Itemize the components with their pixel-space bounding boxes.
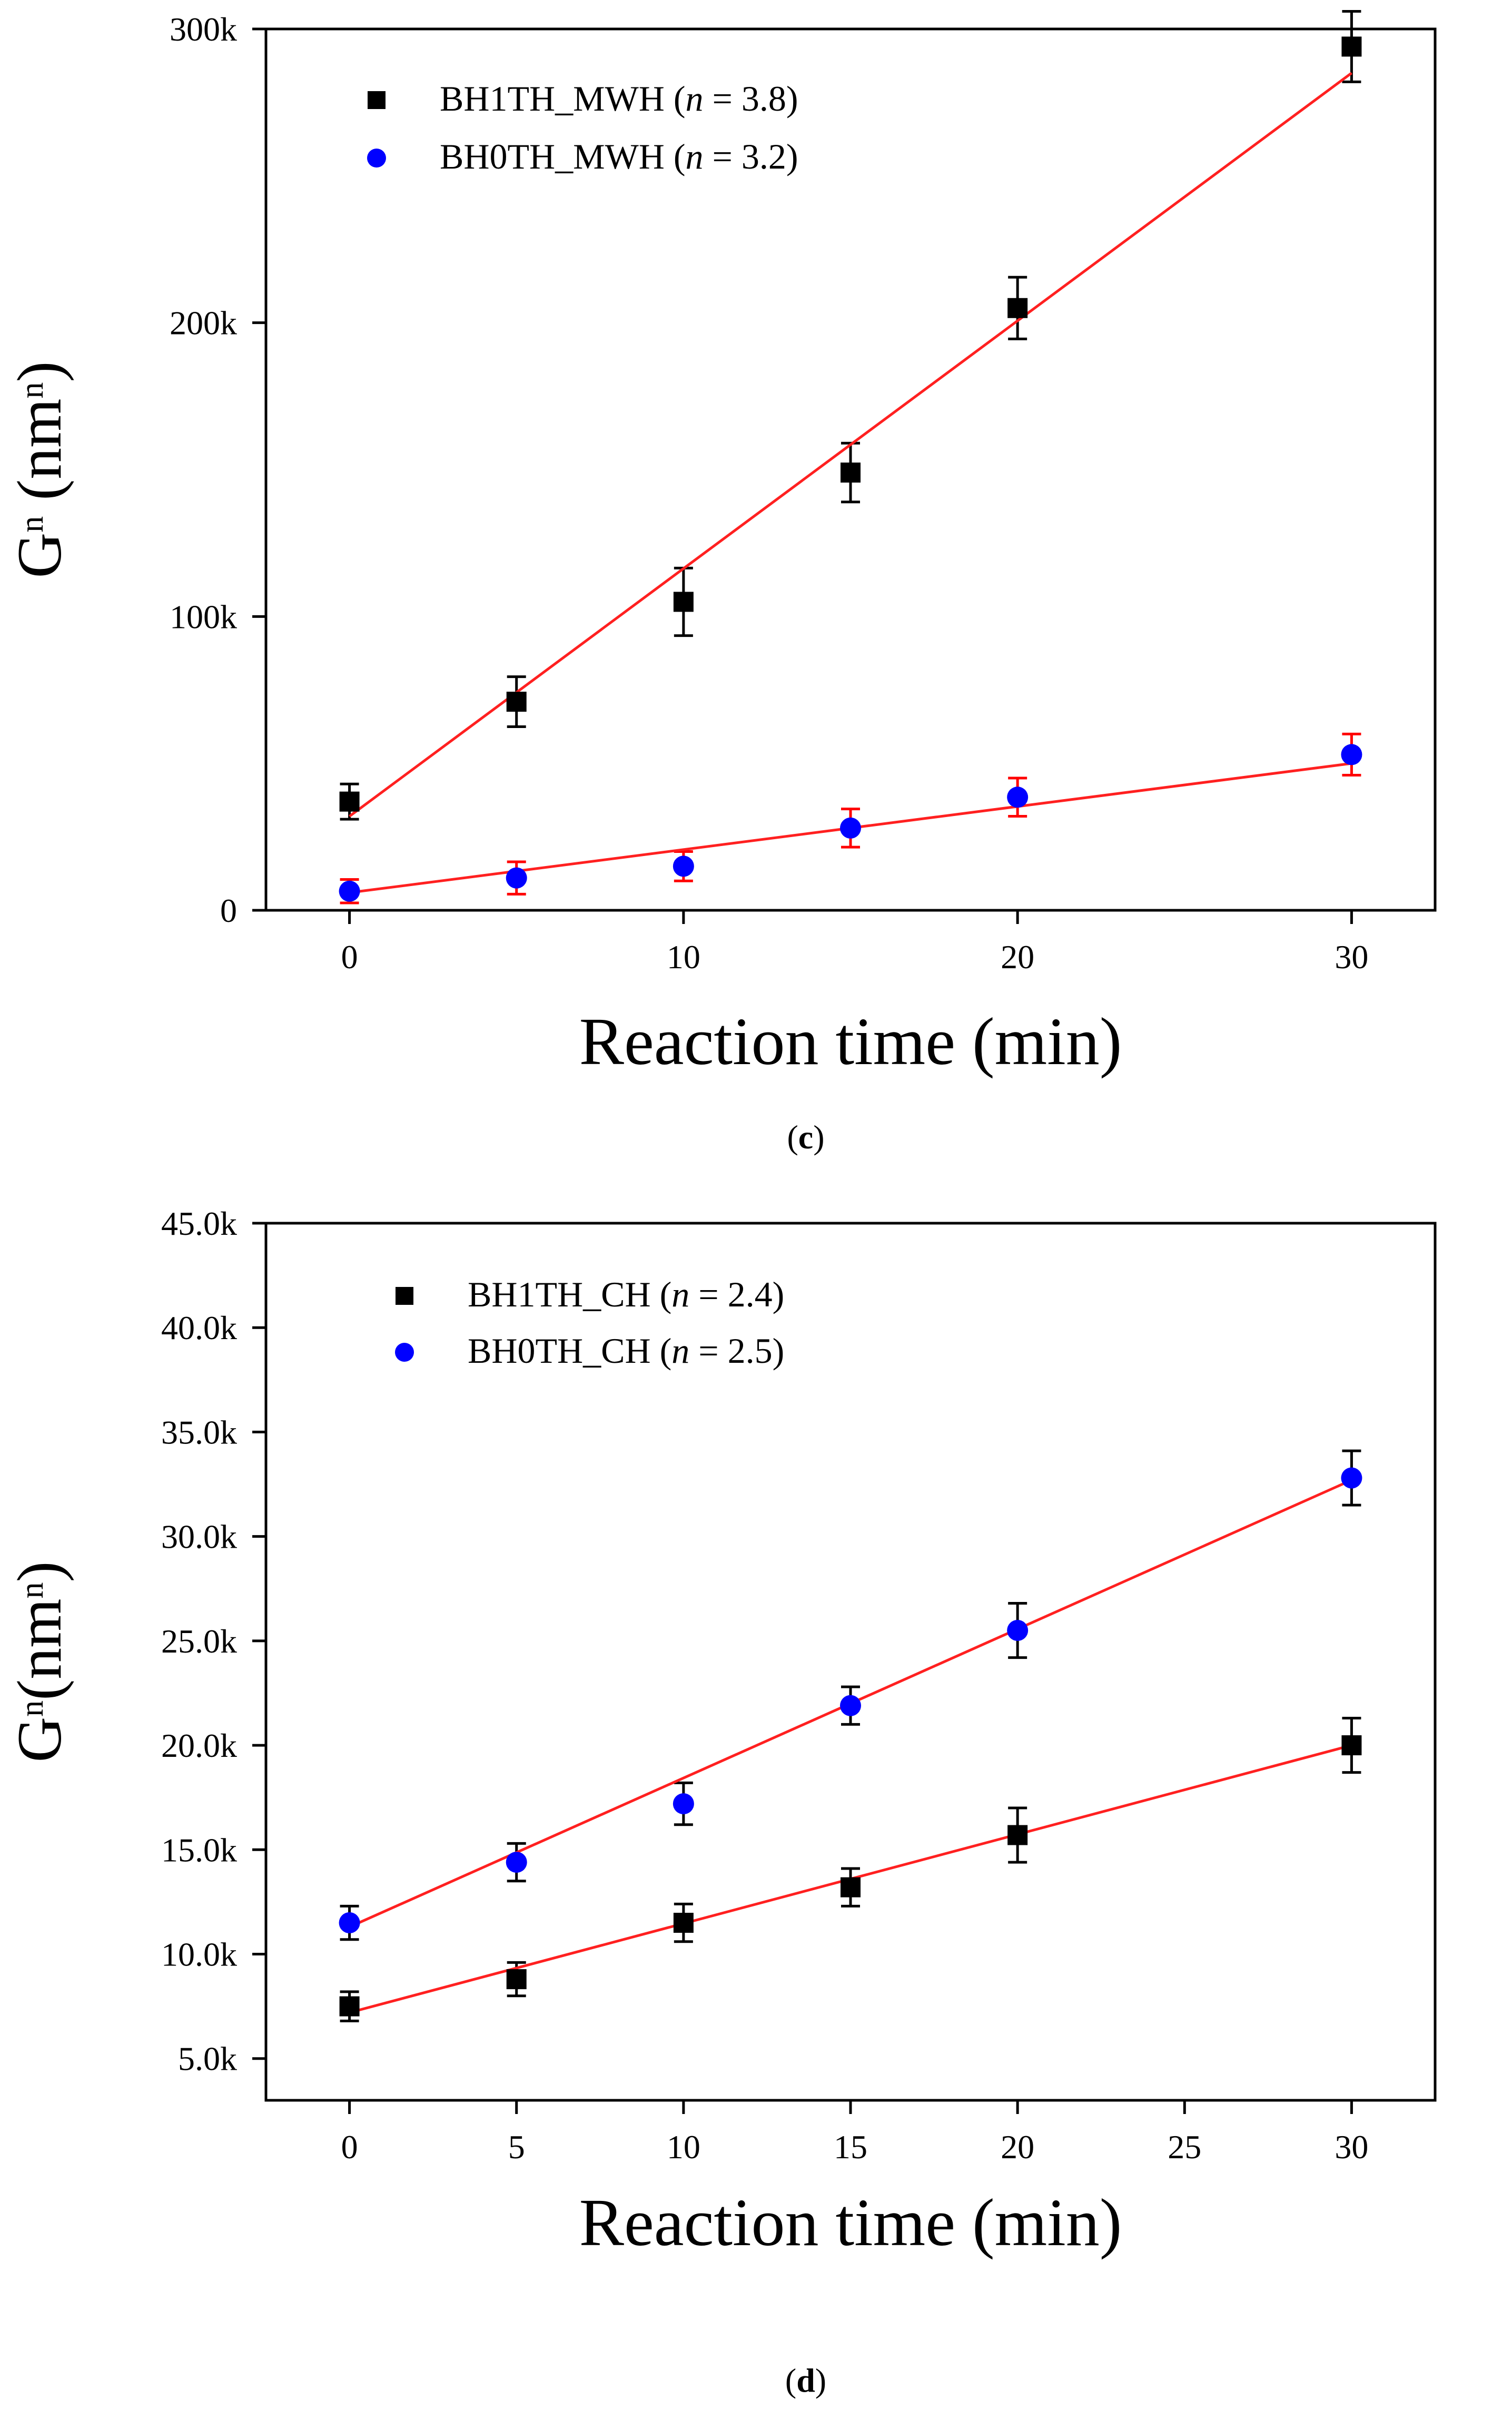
chart-d-svg: 0 5 10 15 20 25 30 5.0k 10.0k 15.0k 20.0k 25.0k 30.0… [4,1205,1437,2399]
data-point [339,791,360,812]
legend-marker [368,91,386,109]
legend-label: BH1TH_CH (n = 2.4) [468,1274,784,1314]
data-point [673,592,694,612]
x-tick-label: 10 [667,938,700,976]
data-point [840,1695,861,1716]
y-tick-label: 20.0k [161,1727,237,1764]
chart-c-svg: 0 10 20 30 0 100k 200k 300k Reaction time (min) G… [4,10,1437,1156]
y-tick-label: 45.0k [161,1205,237,1242]
data-point [1341,744,1362,765]
legend-marker [395,1343,414,1362]
data-point [841,463,861,483]
x-tick-label: 0 [341,2128,358,2166]
fit-line [349,72,1352,818]
y-tick-label: 5.0k [178,2040,237,2078]
legend-label: BH0TH_MWH (n = 3.2) [440,136,798,176]
y-tick-label: 0 [220,892,237,929]
data-point [1007,786,1029,808]
data-point [840,817,861,839]
x-tick-label: 25 [1168,2128,1201,2166]
legend-marker [367,149,386,168]
data-point [673,856,694,877]
data-point [1341,1467,1362,1489]
data-point [506,867,527,889]
plot-frame [264,1222,1437,2102]
chart-panel-d: 0 5 10 15 20 25 30 5.0k 10.0k 15.0k 20.0k 25.0k 30.0… [0,1191,1512,2409]
x-axis-label: Reaction time (min) [579,2185,1122,2260]
data-point [506,692,527,712]
data-point [841,1877,861,1897]
plot-frame [264,27,1437,912]
x-tick-label: 20 [1001,938,1034,976]
data-point [673,1793,694,1815]
data-point [1007,298,1028,318]
legend-label: BH0TH_CH (n = 2.5) [468,1331,784,1371]
panel-caption: (d) [785,2362,826,2399]
y-axis-label: Gn(nmn) [4,1561,74,1763]
x-tick-label: 0 [341,938,358,976]
x-tick-label: 30 [1335,2128,1368,2166]
data-point [339,880,360,902]
y-tick-label: 30.0k [161,1518,237,1556]
data-point [1007,1620,1029,1641]
y-tick-label: 40.0k [161,1309,237,1346]
data-point [339,1996,360,2017]
data-point [1341,1735,1362,1756]
y-tick-label: 15.0k [161,1831,237,1869]
x-tick-label: 30 [1335,938,1368,976]
y-tick-label: 100k [170,598,237,635]
data-point [506,1852,527,1873]
legend-label: BH1TH_MWH (n = 3.8) [440,78,798,119]
y-axis-label: Gn (nmn) [4,361,74,578]
chart-panel-c: 0 10 20 30 0 100k 200k 300k Reaction time (min) G… [0,0,1512,1191]
y-tick-label: 200k [170,304,237,342]
x-tick-label: 20 [1001,2128,1034,2166]
x-tick-label: 5 [508,2128,525,2166]
legend: BH1TH_MWH (n = 3.8) BH0TH_MWH (n = 3.2) [367,78,798,176]
data-point [1007,1825,1028,1845]
y-tick-label: 25.0k [161,1623,237,1660]
y-tick-label: 10.0k [161,1936,237,1973]
panel-caption: (c) [787,1118,824,1156]
data-point [506,1969,527,1990]
x-axis-label: Reaction time (min) [579,1004,1122,1079]
legend-marker [396,1287,413,1305]
y-tick-label: 35.0k [161,1413,237,1451]
x-tick-label: 10 [667,2128,700,2166]
data-point [339,1912,360,1934]
data-point [673,1913,694,1933]
y-tick-label: 300k [170,11,237,48]
data-point [1341,36,1362,57]
legend: BH1TH_CH (n = 2.4) BH0TH_CH (n = 2.5) [395,1274,784,1371]
x-tick-label: 15 [834,2128,867,2166]
